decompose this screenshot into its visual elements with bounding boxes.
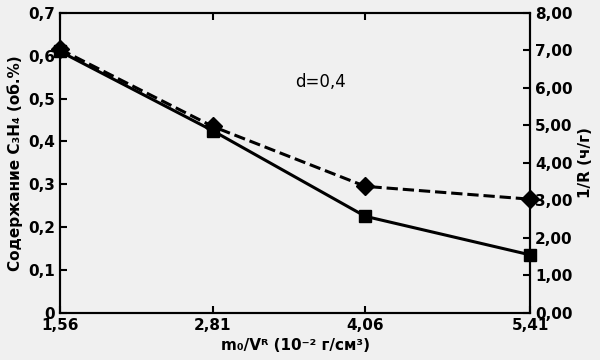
Y-axis label: 1/R (ч/г): 1/R (ч/г): [578, 127, 593, 198]
X-axis label: m₀/Vᴿ (10⁻² г/см³): m₀/Vᴿ (10⁻² г/см³): [221, 338, 370, 353]
Y-axis label: Содержание C₃H₄ (об.%): Содержание C₃H₄ (об.%): [7, 55, 23, 271]
Text: d=0,4: d=0,4: [295, 73, 346, 91]
